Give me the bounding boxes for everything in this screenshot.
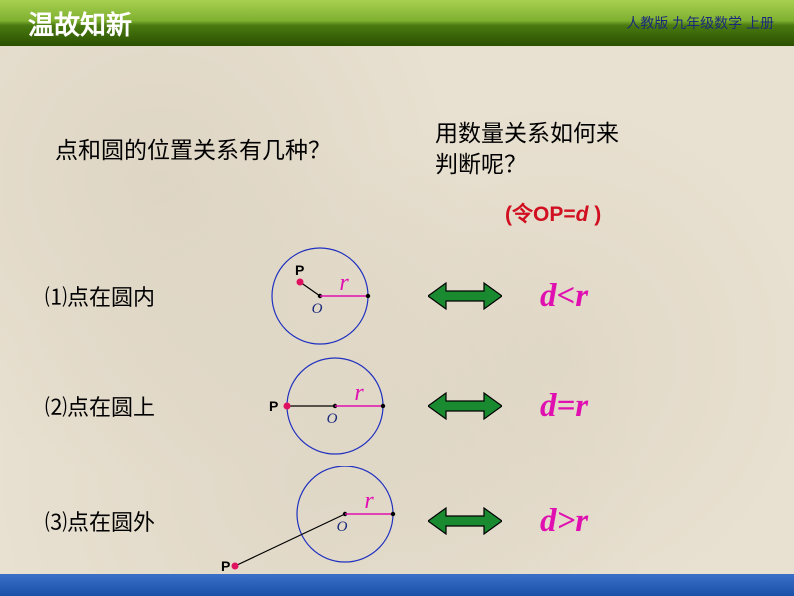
- header-bar: 温故知新 人教版 九年级数学 上册: [0, 0, 794, 46]
- row-3-arrow: [420, 507, 510, 535]
- svg-text:P: P: [269, 398, 278, 414]
- svg-text:O: O: [312, 301, 323, 317]
- row-3: ⑶点在圆外 r O P d>r: [45, 466, 588, 576]
- svg-text:r: r: [364, 488, 374, 514]
- question-left: 点和圆的位置关系有几种？: [55, 131, 331, 165]
- footer-bar: [0, 574, 794, 596]
- row-2-diagram: r O P: [220, 351, 420, 461]
- row-3-diagram: r O P: [220, 466, 420, 576]
- svg-text:r: r: [354, 380, 364, 406]
- row-1-label: ⑴点在圆内: [45, 280, 220, 312]
- header-subtitle: 人教版 九年级数学 上册: [626, 13, 774, 33]
- header-title: 温故知新: [28, 5, 132, 42]
- svg-text:O: O: [337, 519, 348, 535]
- row-1-arrow: [420, 282, 510, 310]
- row-3-label: ⑶点在圆外: [45, 505, 220, 537]
- row-1: ⑴点在圆内 r O P d<r: [45, 241, 588, 351]
- row-1-diagram: r O P: [220, 241, 420, 351]
- svg-text:P: P: [221, 558, 230, 574]
- question-right: 用数量关系如何来 判断呢？: [435, 118, 619, 180]
- row-2-arrow: [420, 392, 510, 420]
- row-3-formula: d>r: [540, 503, 588, 540]
- row-2: ⑵点在圆上 r O P d=r: [45, 351, 588, 461]
- op-note: (令OP=d ): [505, 198, 601, 228]
- row-2-label: ⑵点在圆上: [45, 390, 220, 422]
- row-2-formula: d=r: [540, 388, 588, 425]
- svg-text:P: P: [295, 262, 304, 278]
- content: 点和圆的位置关系有几种？ 用数量关系如何来 判断呢？ (令OP=d ) ⑴点在圆…: [0, 46, 794, 574]
- row-1-formula: d<r: [540, 278, 588, 315]
- svg-text:O: O: [327, 411, 338, 427]
- svg-text:r: r: [339, 270, 349, 296]
